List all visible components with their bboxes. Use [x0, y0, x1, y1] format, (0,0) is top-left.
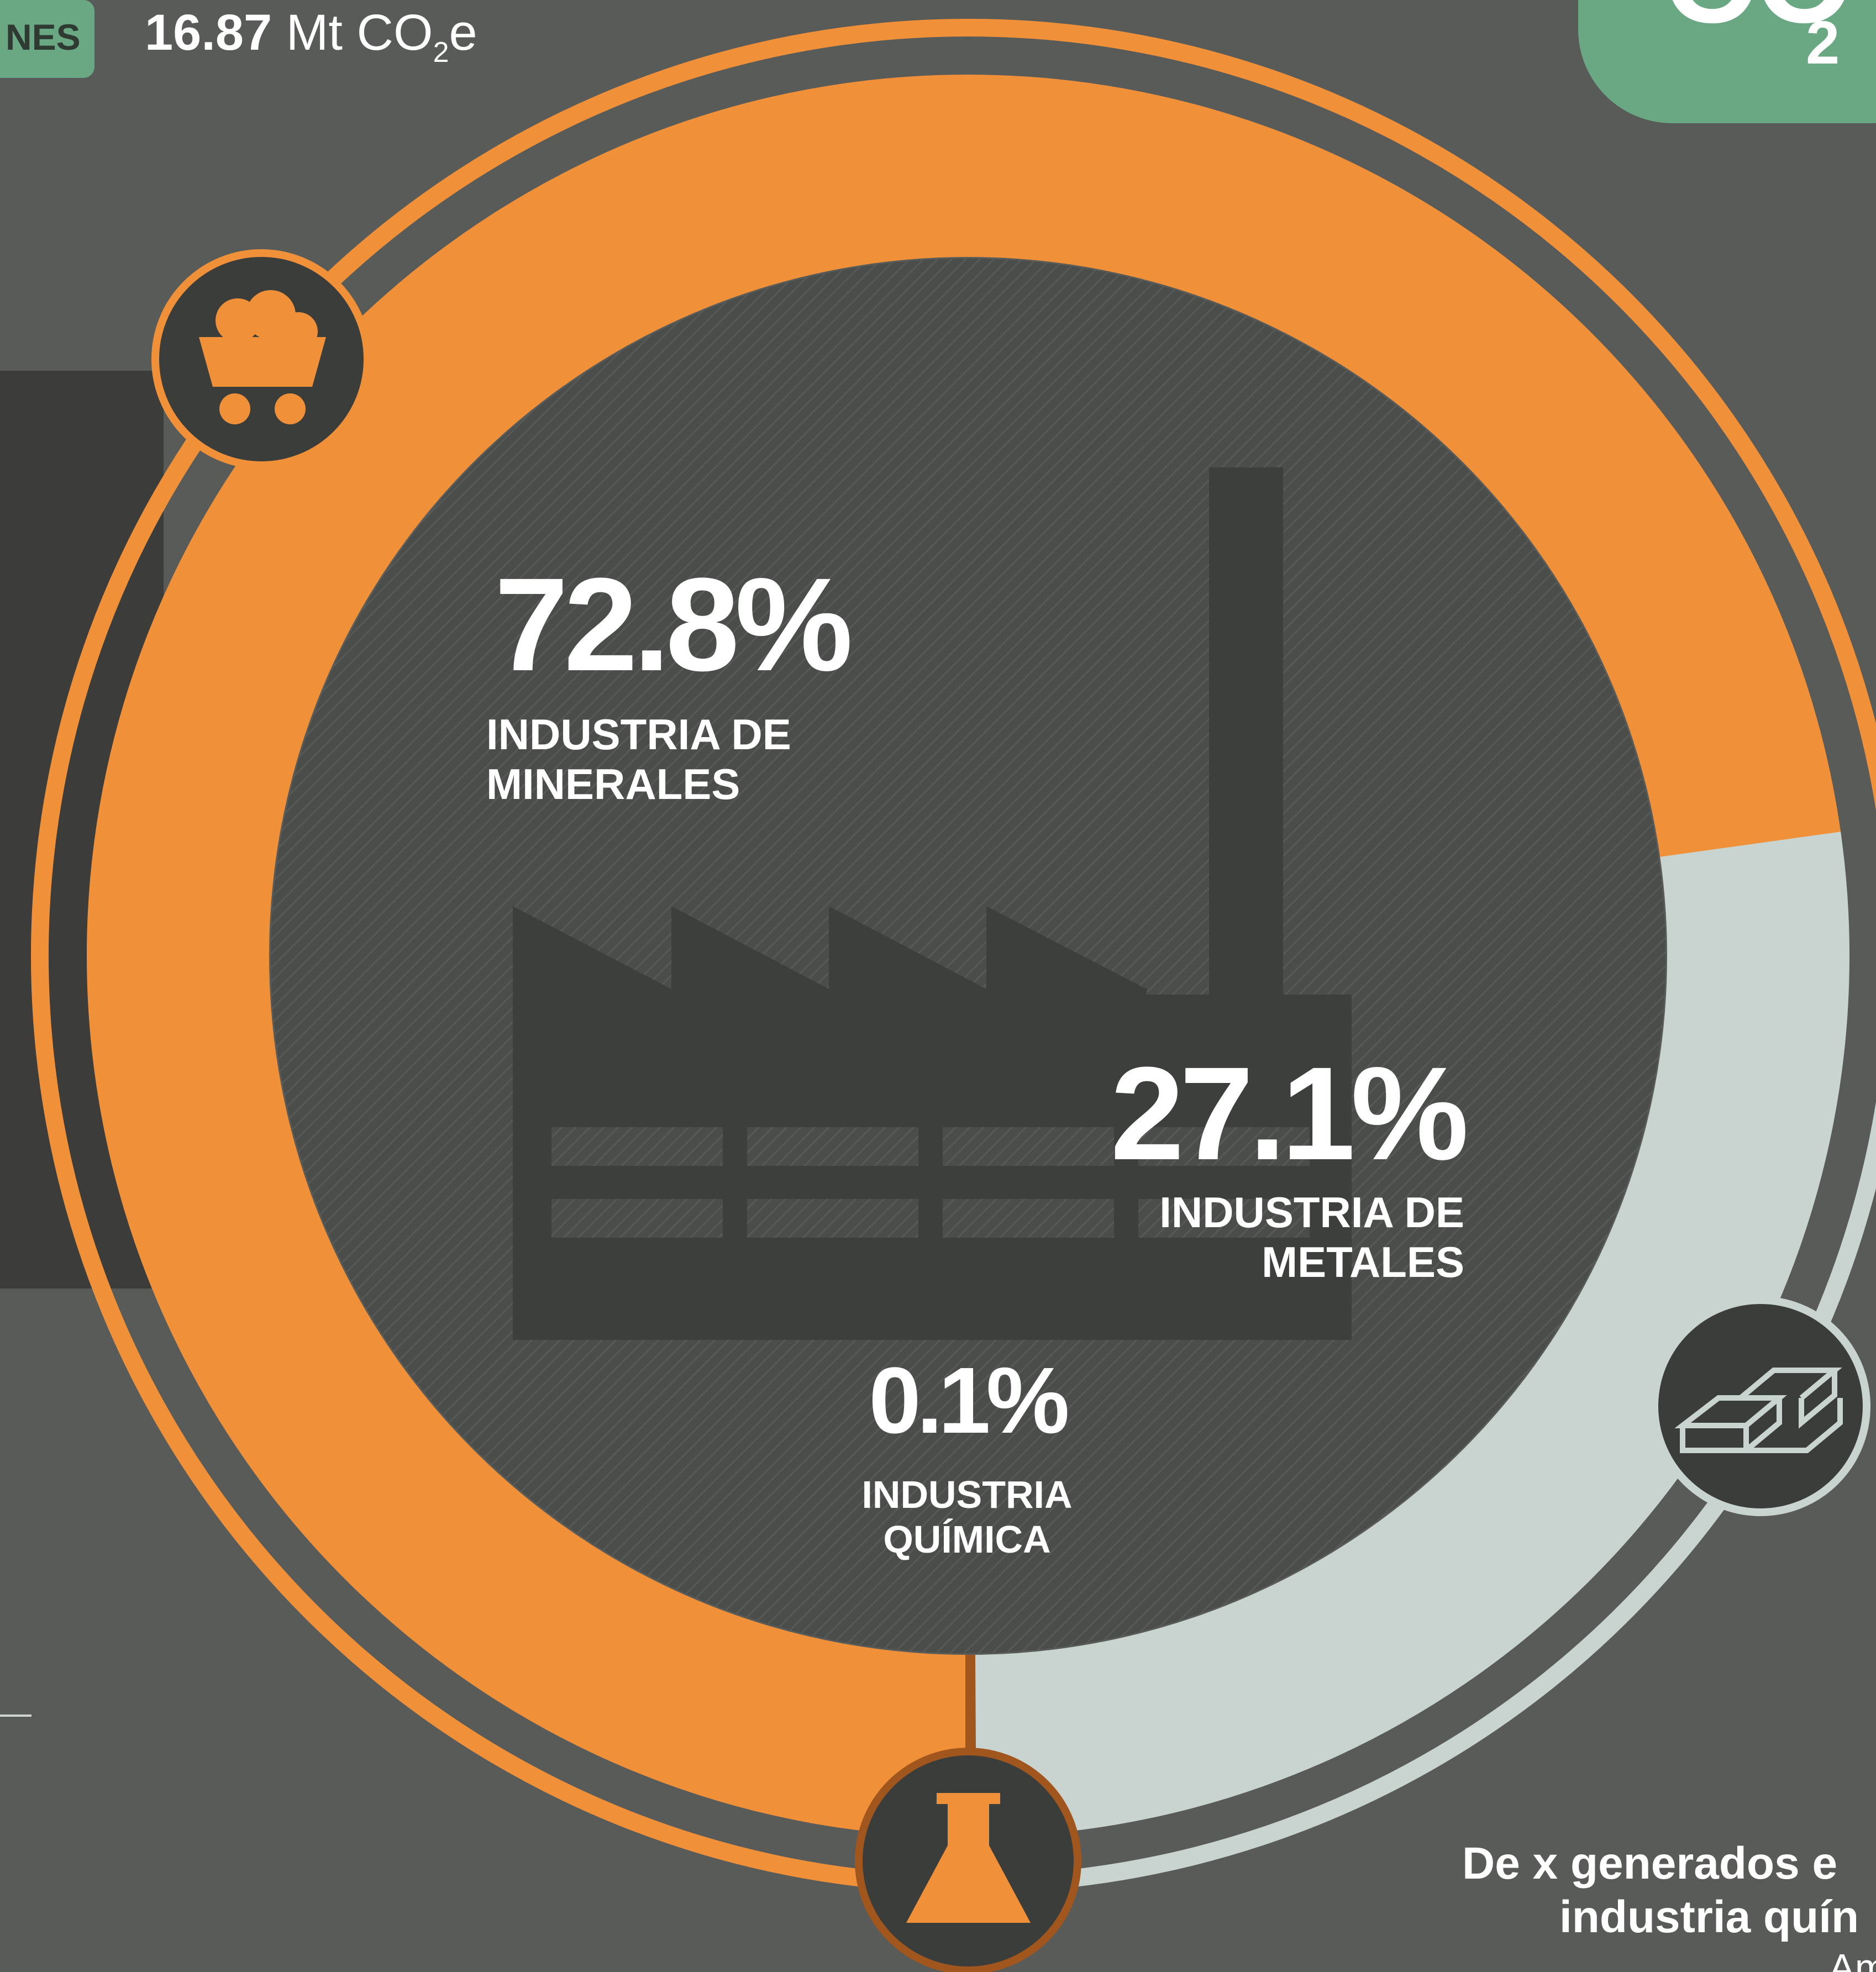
total-sub: 2 [433, 36, 449, 69]
value-label: 27.1% [1110, 1039, 1469, 1187]
value-label: 72.8% [495, 550, 853, 698]
corner-badge [1578, 0, 1876, 123]
corner-text: CO [1663, 0, 1854, 49]
category-label: INDUSTRIA QUÍMICA [861, 1473, 1073, 1561]
note-line: industria quín [1559, 1892, 1859, 1942]
note-line: De x generados e [1462, 1838, 1837, 1889]
source: Am [1829, 1946, 1876, 1972]
factory-windows [551, 1127, 1310, 1238]
outer-ring-segment [974, 1101, 1876, 1893]
mine-cart-icon [151, 249, 371, 469]
category-label: INDUSTRIA DE MINERALES [486, 710, 791, 808]
ingot-icon [1651, 1296, 1870, 1516]
category-label: INDUSTRIA DE METALES [1159, 1188, 1464, 1286]
total-value: 16.87 [145, 4, 272, 61]
total-unit: Mt CO [286, 4, 433, 61]
total: 16.87 Mt CO2e [145, 4, 477, 69]
flask-icon [855, 1748, 1081, 1972]
donut-segment [87, 75, 1842, 1838]
badge [0, 0, 94, 78]
corner-sub: 2 [1806, 9, 1840, 77]
badge-text: NES [6, 17, 81, 57]
value-label: 0.1% [869, 1348, 1069, 1453]
total-suffix: e [449, 4, 477, 61]
